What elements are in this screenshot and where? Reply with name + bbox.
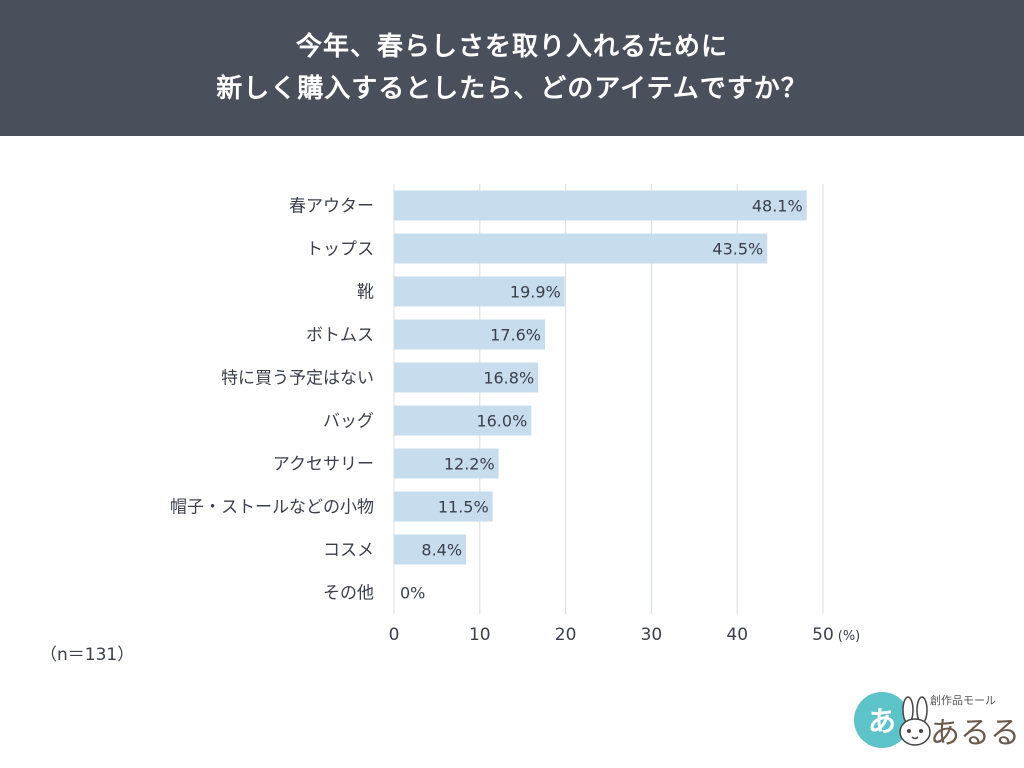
- data-label: 48.1%: [752, 197, 803, 216]
- x-tick-label: 0: [389, 625, 400, 645]
- bar: [394, 491, 493, 522]
- category-label: ボトムス: [306, 326, 374, 346]
- data-label: 11.5%: [438, 498, 489, 517]
- sample-size-note: （n＝131）: [40, 645, 135, 665]
- data-label: 17.6%: [490, 326, 541, 345]
- chart-header: 今年、春らしさを取り入れるために 新しく購入するとしたら、どのアイテムですか？: [0, 0, 1024, 136]
- data-label: 43.5%: [712, 240, 763, 259]
- data-label: 19.9%: [510, 283, 561, 302]
- category-label: 帽子・ストールなどの小物: [170, 498, 374, 518]
- bar: [394, 319, 546, 350]
- bar: [394, 448, 499, 479]
- category-label: トップス: [306, 240, 374, 260]
- category-label: アクセサリー: [273, 455, 374, 475]
- category-label: コスメ: [323, 541, 374, 561]
- bar: [394, 405, 532, 436]
- category-label: バッグ: [323, 412, 374, 432]
- category-label: その他: [323, 584, 374, 604]
- logo-subtitle: 創作品モール: [930, 694, 996, 707]
- data-label: 8.4%: [421, 541, 462, 560]
- x-tick-label: 40: [726, 625, 748, 645]
- x-tick-label: 20: [555, 625, 577, 645]
- title-line-2: 新しく購入するとしたら、どのアイテムですか？: [216, 74, 808, 104]
- logo-brand-name: あるる: [930, 716, 1020, 751]
- bar: [394, 362, 539, 393]
- bar: [394, 276, 565, 307]
- x-unit-label: (%): [838, 629, 861, 644]
- bar: [394, 190, 807, 221]
- bar-chart: 0 10 20 30 40 50 (%) 春アウター 48.1% トップス 43.5% 靴 19.9% ボ…: [170, 184, 861, 645]
- category-label: 春アウター: [289, 197, 374, 217]
- bar: [394, 233, 768, 264]
- brand-logo: あ 創作品モール あるる: [850, 688, 1020, 754]
- data-label: 12.2%: [444, 455, 495, 474]
- data-label: 16.8%: [483, 369, 534, 388]
- category-label: 特に買う予定はない: [221, 369, 374, 389]
- x-tick-label: 50: [812, 625, 834, 645]
- data-label: 0%: [400, 584, 425, 603]
- category-label: 靴: [357, 283, 374, 303]
- logo-badge: あ: [854, 692, 910, 748]
- title-line-1: 今年、春らしさを取り入れるために: [295, 32, 728, 62]
- bar: [394, 534, 467, 565]
- rabbit-icon: [899, 696, 931, 746]
- data-label: 16.0%: [476, 412, 527, 431]
- x-tick-label: 30: [641, 625, 663, 645]
- chart-area: 0 10 20 30 40 50 (%) 春アウター 48.1% トップス 43.5% 靴 19.9% ボ…: [0, 136, 1024, 768]
- x-tick-label: 10: [469, 625, 491, 645]
